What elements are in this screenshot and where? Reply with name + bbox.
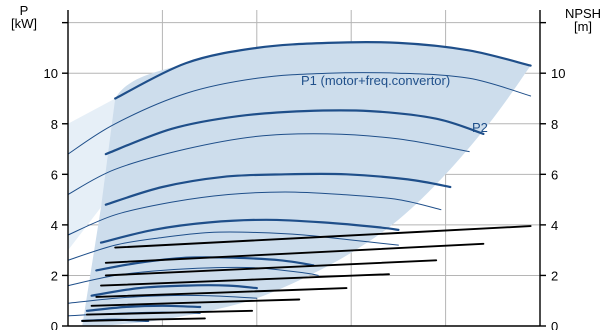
left-tick-label-2: 4 <box>51 218 58 233</box>
left-tick-label-4: 8 <box>51 117 58 132</box>
power-curve-3 <box>104 109 485 156</box>
power-curve-4 <box>67 133 470 195</box>
right-axis-title-line2: [m] <box>573 19 593 34</box>
left-axis-title-line1: P <box>19 3 29 18</box>
right-axis-title-line1: NPSH <box>564 6 602 21</box>
tick-labels: 0 2 4 6 8 10 0 2 4 6 8 10 <box>44 66 566 330</box>
axes <box>62 10 546 327</box>
power-curves <box>67 40 532 322</box>
left-tick-label-0: 0 <box>51 319 58 330</box>
left-axis-title-line2: [kW] <box>11 16 37 31</box>
npsh-curve-7 <box>85 309 254 316</box>
power-curve-11 <box>90 284 258 297</box>
power-curve-6 <box>67 191 442 236</box>
npsh-curve-4 <box>100 273 390 287</box>
power-curve-2 <box>67 72 532 155</box>
right-tick-label-0: 0 <box>551 319 558 330</box>
right-axis-title: NPSH [m] <box>556 7 610 33</box>
npsh-curve-3 <box>104 259 438 277</box>
right-tick-label-2: 4 <box>551 218 558 233</box>
npsh-curve-6 <box>90 298 301 307</box>
power-curve-5 <box>104 172 452 206</box>
left-tick-label-3: 6 <box>51 167 58 182</box>
npsh-curve-8 <box>81 317 206 322</box>
right-tick-label-4: 8 <box>551 117 558 132</box>
operating-envelope <box>68 42 531 326</box>
npsh-curve-2 <box>104 242 485 264</box>
power-curve-13 <box>85 304 202 312</box>
right-tick-label-1: 2 <box>551 268 558 283</box>
right-tick-label-3: 6 <box>551 167 558 182</box>
left-tick-label-1: 2 <box>51 268 58 283</box>
left-tick-label-5: 10 <box>44 66 58 81</box>
power-curve-1 <box>114 40 532 100</box>
npsh-curve-1 <box>114 225 532 249</box>
p2-label: P2 <box>472 120 488 135</box>
power-curve-8 <box>67 231 399 261</box>
right-tick-label-5: 10 <box>551 66 565 81</box>
p1-label: P1 (motor+freq.convertor) <box>301 73 450 88</box>
left-axis-title: P [kW] <box>4 4 44 30</box>
envelope-area <box>82 42 531 326</box>
npsh-curves <box>81 225 532 322</box>
power-curve-7 <box>99 218 400 244</box>
npsh-curve-5 <box>95 287 348 298</box>
power-curve-12 <box>67 294 258 304</box>
envelope-light-area <box>68 98 116 251</box>
